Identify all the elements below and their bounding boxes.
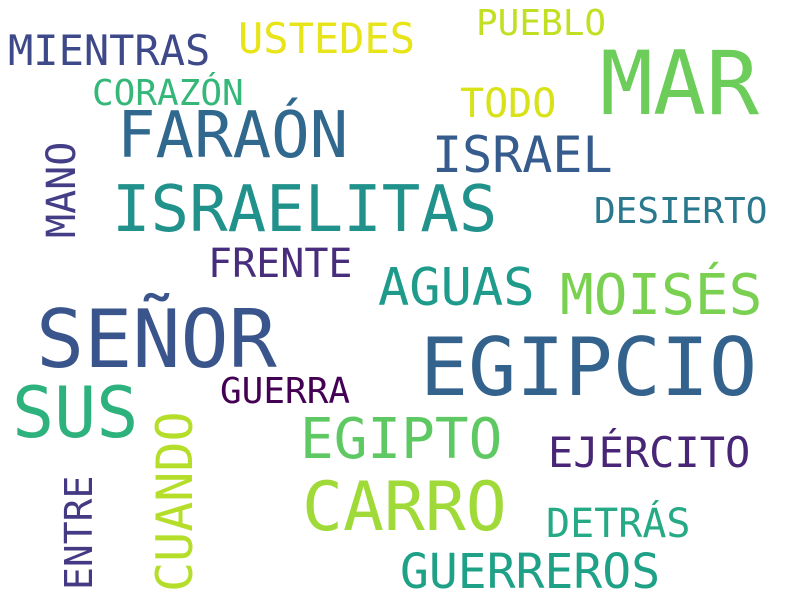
word-mar: MAR: [600, 32, 759, 135]
word-frente: FRENTE: [208, 241, 353, 287]
word-cuando: CUANDO: [146, 411, 204, 592]
word-ejercito: EJÉRCITO: [548, 428, 751, 477]
word-mientras: MIENTRAS: [8, 26, 211, 75]
word-israelitas: ISRAELITAS: [112, 173, 498, 247]
word-corazon: CORAZÓN: [92, 73, 244, 114]
word-egipto: EGIPTO: [300, 407, 503, 472]
word-faraon: FARAÓN: [117, 99, 349, 173]
word-guerra: GUERRA: [220, 371, 351, 412]
word-moises: MOISÉS: [560, 263, 763, 328]
word-ustedes: USTEDES: [238, 14, 416, 63]
word-detras: DETRÁS: [546, 501, 691, 547]
word-entre: ENTRE: [57, 475, 101, 590]
word-israel: ISRAEL: [432, 126, 613, 184]
word-carro: CARRO: [302, 468, 507, 547]
word-egipcio: EGIPCIO: [420, 321, 758, 414]
word-mano: MANO: [39, 141, 85, 238]
word-todo: TODO: [460, 81, 557, 127]
word-sus: SUS: [12, 372, 139, 454]
word-aguas: AGUAS: [378, 258, 535, 318]
word-senor: SEÑOR: [36, 293, 277, 386]
word-guerreros: GUERREROS: [400, 544, 661, 600]
word-pueblo: PUEBLO: [476, 3, 607, 44]
word-desierto: DESIERTO: [594, 191, 768, 232]
